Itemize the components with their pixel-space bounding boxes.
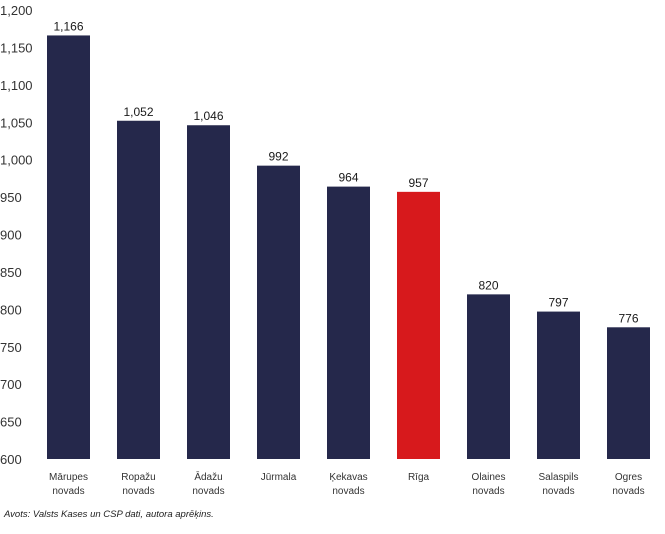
x-tick-label-line: novads: [332, 486, 364, 497]
x-tick-label: Ādažu novads: [192, 471, 224, 497]
data-labels: 1,166 1,052 1,046 992 964 957 820 797 776: [53, 19, 638, 325]
x-tick-label: Olaines novads: [472, 472, 506, 497]
x-tick-label-line: Mārupes: [49, 472, 88, 483]
x-tick-label-line: Salaspils: [538, 472, 578, 483]
y-tick-label: 950: [0, 190, 22, 205]
x-tick-label-line: Ogres: [615, 472, 642, 483]
x-tick-label-line: Ropažu: [121, 472, 155, 483]
x-tick-label-line: novads: [472, 486, 504, 497]
x-tick-label: Jūrmala: [261, 472, 297, 483]
x-tick-label-line: novads: [612, 486, 644, 497]
data-label: 1,052: [123, 105, 153, 119]
data-label: 820: [478, 278, 498, 292]
bar: [467, 294, 510, 459]
data-label: 1,046: [193, 109, 223, 123]
x-tick-label-line: novads: [122, 486, 154, 497]
x-tick-label-line: Ķekavas: [329, 472, 367, 483]
x-tick-label-line: Jūrmala: [261, 472, 297, 483]
y-tick-label: 1,050: [0, 115, 33, 130]
bar: [47, 35, 90, 460]
bars: [47, 35, 650, 460]
data-label: 957: [408, 176, 428, 190]
bar: [117, 120, 160, 460]
data-label: 776: [618, 311, 638, 325]
y-tick-label: 1,000: [0, 153, 33, 168]
bar: [187, 125, 230, 459]
x-tick-label: Salaspils novads: [538, 472, 578, 497]
y-tick-label: 800: [0, 302, 22, 317]
data-label: 797: [548, 296, 568, 310]
y-tick-label: 1,100: [0, 78, 33, 93]
x-tick-label-line: Ādažu: [194, 471, 222, 483]
bar: [327, 186, 370, 459]
x-tick-label: Ķekavas novads: [329, 472, 367, 497]
bar: [537, 311, 580, 459]
x-tick-label: Ogres novads: [612, 472, 644, 497]
data-label: 992: [268, 150, 288, 164]
y-tick-label: 1,200: [0, 3, 33, 18]
x-axis: Mārupes novads Ropažu novads Ādažu novads Jūrm…: [49, 471, 645, 497]
y-axis: 600 650 700 750 800 850 900 950 1,000 1,050 1,100 1…: [0, 3, 33, 467]
data-label: 964: [338, 171, 358, 185]
y-tick-label: 650: [0, 415, 22, 430]
y-tick-label: 900: [0, 228, 22, 243]
y-tick-label: 600: [0, 452, 22, 467]
bar: [257, 165, 300, 460]
x-tick-label: Ropažu novads: [121, 472, 155, 497]
bar: [607, 327, 650, 459]
y-tick-label: 850: [0, 265, 22, 280]
y-tick-label: 750: [0, 340, 22, 355]
x-tick-label: Rīga: [408, 472, 430, 483]
x-tick-label-line: novads: [192, 486, 224, 497]
x-tick-label: Mārupes novads: [49, 472, 88, 497]
y-tick-label: 700: [0, 377, 22, 392]
x-tick-label-line: Olaines: [472, 472, 506, 483]
bar: [397, 191, 440, 459]
x-tick-label-line: novads: [542, 486, 574, 497]
source-note: Avots: Valsts Kases un CSP dati, autora …: [4, 509, 214, 520]
data-label: 1,166: [53, 19, 83, 33]
x-tick-label-line: Rīga: [408, 472, 430, 483]
x-tick-label-line: novads: [52, 486, 84, 497]
y-tick-label: 1,150: [0, 40, 33, 55]
